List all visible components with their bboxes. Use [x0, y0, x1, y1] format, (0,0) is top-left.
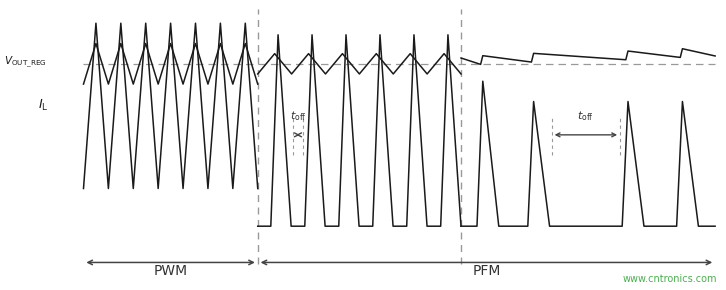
Text: PWM: PWM: [153, 264, 188, 278]
Text: $t_{\rm off}$: $t_{\rm off}$: [577, 109, 595, 123]
Text: www.cntronics.com: www.cntronics.com: [623, 274, 717, 284]
Text: $t_{\rm off}$: $t_{\rm off}$: [290, 109, 306, 123]
Text: PFM: PFM: [472, 264, 501, 278]
Text: $V_{\rm OUT\_REG}$: $V_{\rm OUT\_REG}$: [4, 55, 46, 70]
Text: $I_{\rm L}$: $I_{\rm L}$: [38, 98, 49, 113]
